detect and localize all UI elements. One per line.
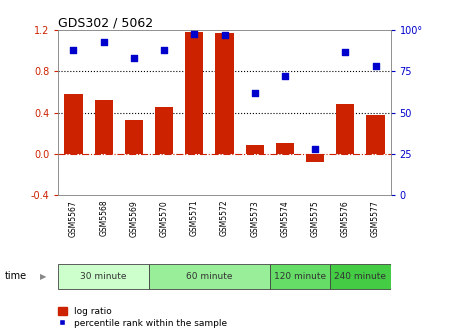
Text: 60 minute: 60 minute <box>186 272 233 281</box>
Text: ▶: ▶ <box>40 272 47 281</box>
Text: GSM5571: GSM5571 <box>190 200 199 237</box>
Text: 30 minute: 30 minute <box>80 272 127 281</box>
Text: GSM5572: GSM5572 <box>220 200 229 237</box>
Point <box>251 90 258 95</box>
Text: GSM5577: GSM5577 <box>371 200 380 237</box>
FancyBboxPatch shape <box>330 263 391 289</box>
Point <box>191 31 198 36</box>
Text: 240 minute: 240 minute <box>335 272 387 281</box>
Point <box>312 146 319 152</box>
FancyBboxPatch shape <box>149 263 270 289</box>
Text: GDS302 / 5062: GDS302 / 5062 <box>58 16 154 29</box>
Text: GSM5574: GSM5574 <box>281 200 290 237</box>
Point <box>372 64 379 69</box>
Point <box>100 39 107 44</box>
Point <box>160 47 167 53</box>
Bar <box>306 154 324 162</box>
Text: GSM5567: GSM5567 <box>69 200 78 237</box>
Point <box>282 74 289 79</box>
Text: GSM5575: GSM5575 <box>311 200 320 237</box>
Bar <box>125 120 143 154</box>
Legend: log ratio, percentile rank within the sample: log ratio, percentile rank within the sa… <box>54 303 230 332</box>
Text: GSM5573: GSM5573 <box>250 200 259 237</box>
Point <box>221 33 228 38</box>
Text: GSM5569: GSM5569 <box>129 200 138 237</box>
FancyBboxPatch shape <box>270 263 330 289</box>
Bar <box>276 143 294 154</box>
Bar <box>216 33 233 154</box>
Bar <box>246 145 264 154</box>
Bar <box>95 100 113 154</box>
Bar <box>366 115 385 154</box>
Bar <box>64 94 83 154</box>
Text: GSM5568: GSM5568 <box>99 200 108 237</box>
Bar <box>336 104 354 154</box>
Text: 120 minute: 120 minute <box>274 272 326 281</box>
Bar <box>185 32 203 154</box>
Point <box>342 49 349 54</box>
Point <box>130 55 137 61</box>
Text: GSM5576: GSM5576 <box>341 200 350 237</box>
Bar <box>155 108 173 154</box>
Text: time: time <box>4 271 26 281</box>
FancyBboxPatch shape <box>58 263 149 289</box>
Point <box>70 47 77 53</box>
Text: GSM5570: GSM5570 <box>159 200 168 237</box>
